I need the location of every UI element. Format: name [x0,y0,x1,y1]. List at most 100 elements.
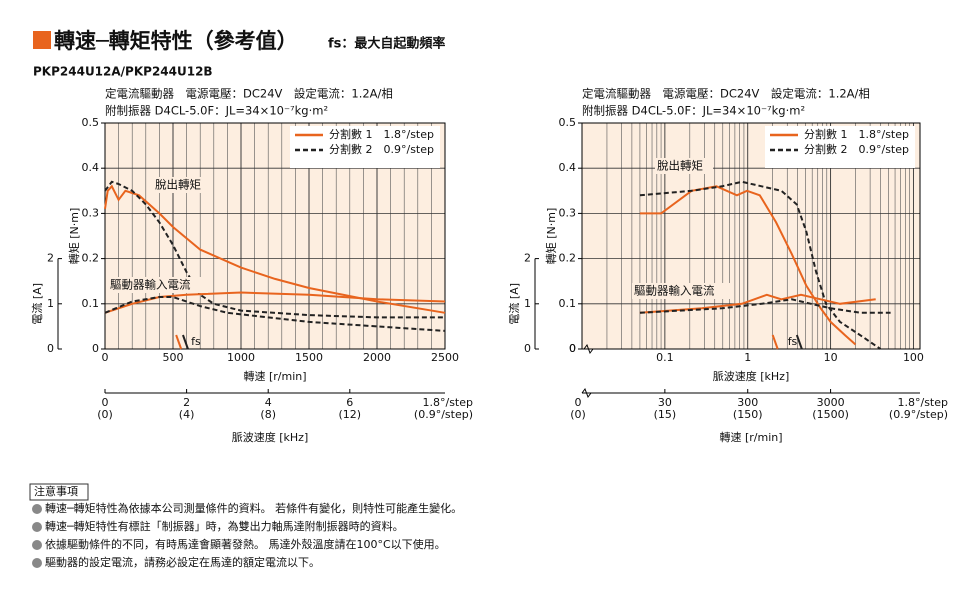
y-tick-label: 0.5 [82,116,100,129]
x-axis-label: 脈波速度 [kHz] [713,369,790,383]
x2-unit-label: (0.9°/step) [889,408,948,421]
y-tick-label: 0 [569,342,576,355]
y-tick-label: 0.2 [82,252,100,265]
x2-tick-label: 6 [346,396,353,409]
note-item: 轉速─轉矩特性為依據本公司測量條件的資料。 若條件有變化，則特性可能產生變化。 [45,501,462,515]
series-line [104,296,446,332]
x2-tick-label: 300 [737,396,758,409]
annotation: 驅動器輸入電流 [634,284,715,298]
x2-unit-label: (0.9°/step) [414,408,473,421]
x2-tick-label-alt: (15) [654,408,677,421]
series-line [104,180,445,319]
x-tick-label: 0.1 [656,351,674,364]
x2-unit-label: 1.8°/step [423,396,474,409]
series-line [639,298,891,314]
x2-unit-label: 1.8°/step [898,396,949,409]
y2-tick-label: 0 [47,342,54,355]
x2-axis-label: 脈波速度 [kHz] [232,430,309,444]
y-tick-label: 0.2 [559,252,577,265]
x2-tick-label-alt: (12) [339,408,362,421]
annotation: 脫出轉矩 [155,178,201,192]
y2-tick-label: 1 [524,297,531,310]
y-tick-label: 0 [92,342,99,355]
x-tick-label: 1 [744,351,751,364]
series-line [639,293,876,314]
page-title: 轉速─轉矩特性（參考值） [54,29,298,53]
y-tick-label: 0.1 [559,297,577,310]
annotation-bg [655,158,713,174]
fs-marker [175,334,183,350]
series-line [104,291,446,314]
legend-label: 分割數 2 0.9°/step [804,142,909,156]
fs-marker [795,334,803,350]
page-subtitle: fs：最大自起動頻率 [328,36,445,52]
note-bullet [32,522,42,532]
x2-tick-label: 0 [102,396,109,409]
condition: 附制振器 D4CL-5.0F：JL=34×10⁻⁷kg·m² [105,104,328,118]
axis-break [583,343,594,355]
note-bullet [32,504,42,514]
legend-box [765,126,915,168]
x2-tick-label-alt: (0) [97,408,113,421]
fs-label: fs [191,335,201,348]
notes-title: 注意事項 [34,484,78,498]
x-tick-label: 100 [903,351,924,364]
condition: 定電流驅動器 電源電壓：DC24V 設定電流：1.2A/相 [582,87,870,101]
x2-break-label: 0 [575,396,582,409]
x-tick-label: 2000 [363,351,391,364]
y-tick-label: 0.4 [82,161,100,174]
y-axis-label: 轉矩 [N·m] [545,208,558,265]
y2-tick-label: 2 [524,252,531,265]
y2-tick-label: 1 [47,297,54,310]
x2-break-label: (0) [570,408,586,421]
x-axis-label: 轉速 [r/min] [243,370,306,383]
y-tick-label: 0.4 [559,161,577,174]
x-break-label: 0 [569,342,576,355]
x2-tick-label-alt: (1500) [812,408,849,421]
legend-label: 分割數 1 1.8°/step [329,127,434,141]
x2-tick-label: 2 [183,396,190,409]
x-tick-label: 10 [824,351,838,364]
x2-tick-label: 30 [658,396,672,409]
x-tick-label: 500 [163,351,184,364]
note-item: 驅動器的設定電流，請務必設定在馬達的額定電流以下。 [45,555,320,569]
x2-tick-label-alt: (8) [260,408,276,421]
annotation: 驅動器輸入電流 [110,278,191,292]
note-bullet [32,558,42,568]
x2-tick-label-alt: (4) [179,408,195,421]
annotation: 脫出轉矩 [657,159,703,173]
plot-frame [104,122,446,350]
fs-marker [182,334,189,350]
note-item: 轉速─轉矩特性有標註「制振器」時，為雙出力軸馬達附制振器時的資料。 [45,519,404,533]
condition: 附制振器 D4CL-5.0F：JL=34×10⁻⁷kg·m² [582,104,805,118]
y2-tick-label: 0 [524,342,531,355]
condition: 定電流驅動器 電源電壓：DC24V 設定電流：1.2A/相 [105,87,393,101]
axis-break [581,387,592,399]
note-bullet [32,540,42,550]
fs-label: fs [788,335,798,348]
plot-frame [581,122,921,350]
note-item: 依據驅動條件的不同，有時馬達會顯著發熱。 馬達外殼溫度請在100°C以下使用。 [45,537,446,551]
y2-axis-label: 電流 [A] [507,283,521,325]
legend-box [290,126,440,168]
y-tick-label: 0.5 [559,116,577,129]
x2-axis-label: 轉速 [r/min] [719,431,782,444]
legend-label: 分割數 1 1.8°/step [804,127,909,141]
model: PKP244U12A/PKP244U12B [33,65,213,79]
annotation-bg [108,277,208,293]
y-axis-label: 轉矩 [N·m] [68,208,81,265]
y2-axis-label: 電流 [A] [30,283,44,325]
y-tick-label: 0.3 [559,206,577,219]
x-tick-label: 1000 [227,351,255,364]
x2-tick-label: 3000 [817,396,845,409]
series-line [104,184,446,314]
y-tick-label: 0.1 [82,297,100,310]
annotation-bg [632,283,732,299]
fs-marker [771,334,779,350]
annotation-bg [153,177,211,193]
y2-tick-label: 2 [47,252,54,265]
x-tick-label: 2500 [431,351,459,364]
x2-tick-label: 4 [265,396,272,409]
series-line [639,180,882,350]
